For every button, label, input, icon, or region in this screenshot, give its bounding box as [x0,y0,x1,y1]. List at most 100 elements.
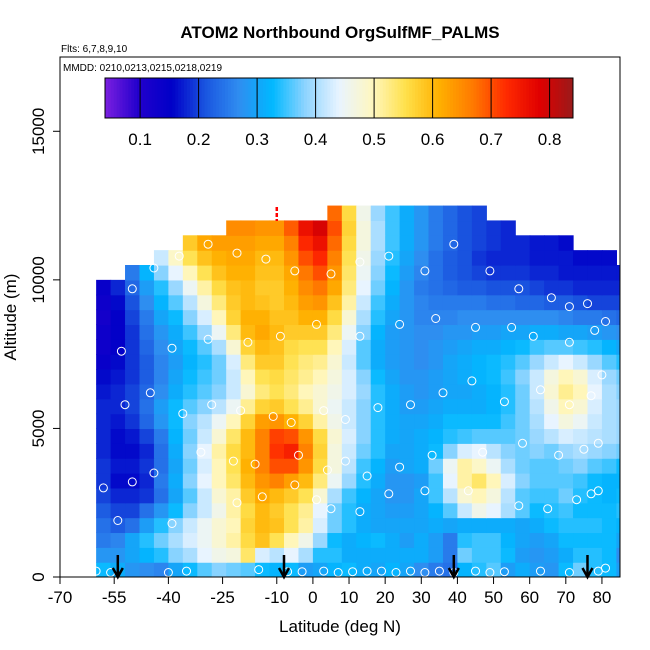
heatmap-cell [341,220,357,236]
heatmap-cell [153,413,169,430]
heatmap-cell [240,309,256,326]
sample-point [395,462,405,472]
heatmap-cell [573,458,589,474]
heatmap-cell [370,324,386,340]
heatmap-cell [486,369,502,385]
heatmap-cell [428,235,444,251]
heatmap-cell [529,324,545,340]
heatmap-cell [226,279,242,296]
heatmap-cell [125,562,141,577]
heatmap-cell [616,369,620,385]
heatmap-cell [269,458,285,474]
sample-point [384,251,394,261]
heatmap-cell [544,517,560,534]
heatmap-cell [457,473,473,489]
heatmap-cell [341,487,357,504]
heatmap-cell [96,517,112,534]
heatmap-cell [616,279,620,296]
heatmap-cell [356,443,372,459]
sample-point [583,299,592,309]
heatmap-cell [341,502,357,519]
sample-point [406,400,415,410]
heatmap-cell [587,532,603,548]
heatmap-cell [226,324,242,340]
heatmap-cell [255,220,271,236]
heatmap-cell [341,369,357,385]
heatmap-cell [298,279,314,296]
heatmap-cell [284,279,300,296]
heatmap-cell [211,443,227,459]
heatmap-cell [601,250,617,266]
sample-point [601,563,610,573]
heatmap-cell [442,250,459,266]
heatmap-cell [414,398,430,415]
heatmap-cell [471,309,487,326]
heatmap-cell [558,265,574,281]
heatmap-cell [327,517,343,534]
sample-point [77,382,87,392]
heatmap-cell [500,235,516,251]
heatmap-cell [399,413,415,430]
heatmap-cell [211,502,227,519]
colorbar: 0.1 0.2 0.3 0.4 0.5 0.6 0.7 0.8 [104,77,574,149]
heatmap-cell [226,339,242,355]
heatmap-cell [284,517,300,534]
heatmap-cell [515,309,531,326]
heatmap-cell [558,279,574,296]
colorbar-tick-label: 0.6 [421,130,445,149]
heatmap-cell [356,473,372,489]
heatmap-cell [110,502,126,519]
heatmap-cell [255,547,271,563]
heatmap-cell [370,443,386,459]
heatmap-cell [399,220,415,236]
heatmap-cell [341,443,357,459]
heatmap-cell [168,473,184,489]
sample-point [355,257,365,267]
heatmap-cell [428,487,444,504]
heatmap-cell [544,398,560,415]
heatmap-cell [125,265,141,281]
heatmap-cell [414,279,430,296]
heatmap-cell [211,413,227,430]
heatmap-cell [298,294,314,311]
heatmap-cell [139,547,155,563]
heatmap-cell [96,383,112,400]
heatmap-cell [356,250,372,266]
heatmap-cell [500,369,516,385]
heatmap-cell [298,265,314,281]
heatmap-cell [139,517,155,534]
heatmap-cell [471,458,487,474]
heatmap-cell [110,309,126,326]
heatmap-cell [110,532,126,548]
heatmap-cell [182,339,198,355]
heatmap-cell [370,458,386,474]
heatmap-cell [544,250,560,266]
sample-point [348,567,358,577]
heatmap-cell [573,473,589,489]
heatmap-cell [515,294,531,311]
heatmap-cell [457,324,473,340]
heatmap-cell [486,502,502,519]
heatmap-cell [529,369,545,385]
heatmap-cell [544,428,560,444]
heatmap-cell [327,279,343,296]
heatmap-cell [153,309,169,326]
heatmap-cell [139,294,155,311]
sample-point [232,498,242,508]
sample-point [507,322,517,332]
heatmap-cell [168,532,184,548]
heatmap-cell [486,532,502,548]
heatmap-cell [197,458,213,474]
heatmap-cell [168,309,184,326]
heatmap-cell [240,383,256,400]
heatmap-cell [500,324,516,340]
heatmap-cell [197,250,213,266]
heatmap-cell [356,532,372,548]
heatmap-cell [168,324,184,340]
heatmap-cell [269,354,285,370]
heatmap-cell [110,354,126,370]
heatmap-cell [298,473,314,489]
sample-point [514,284,524,294]
heatmap-cell [125,458,141,474]
heatmap-cell [327,473,343,489]
